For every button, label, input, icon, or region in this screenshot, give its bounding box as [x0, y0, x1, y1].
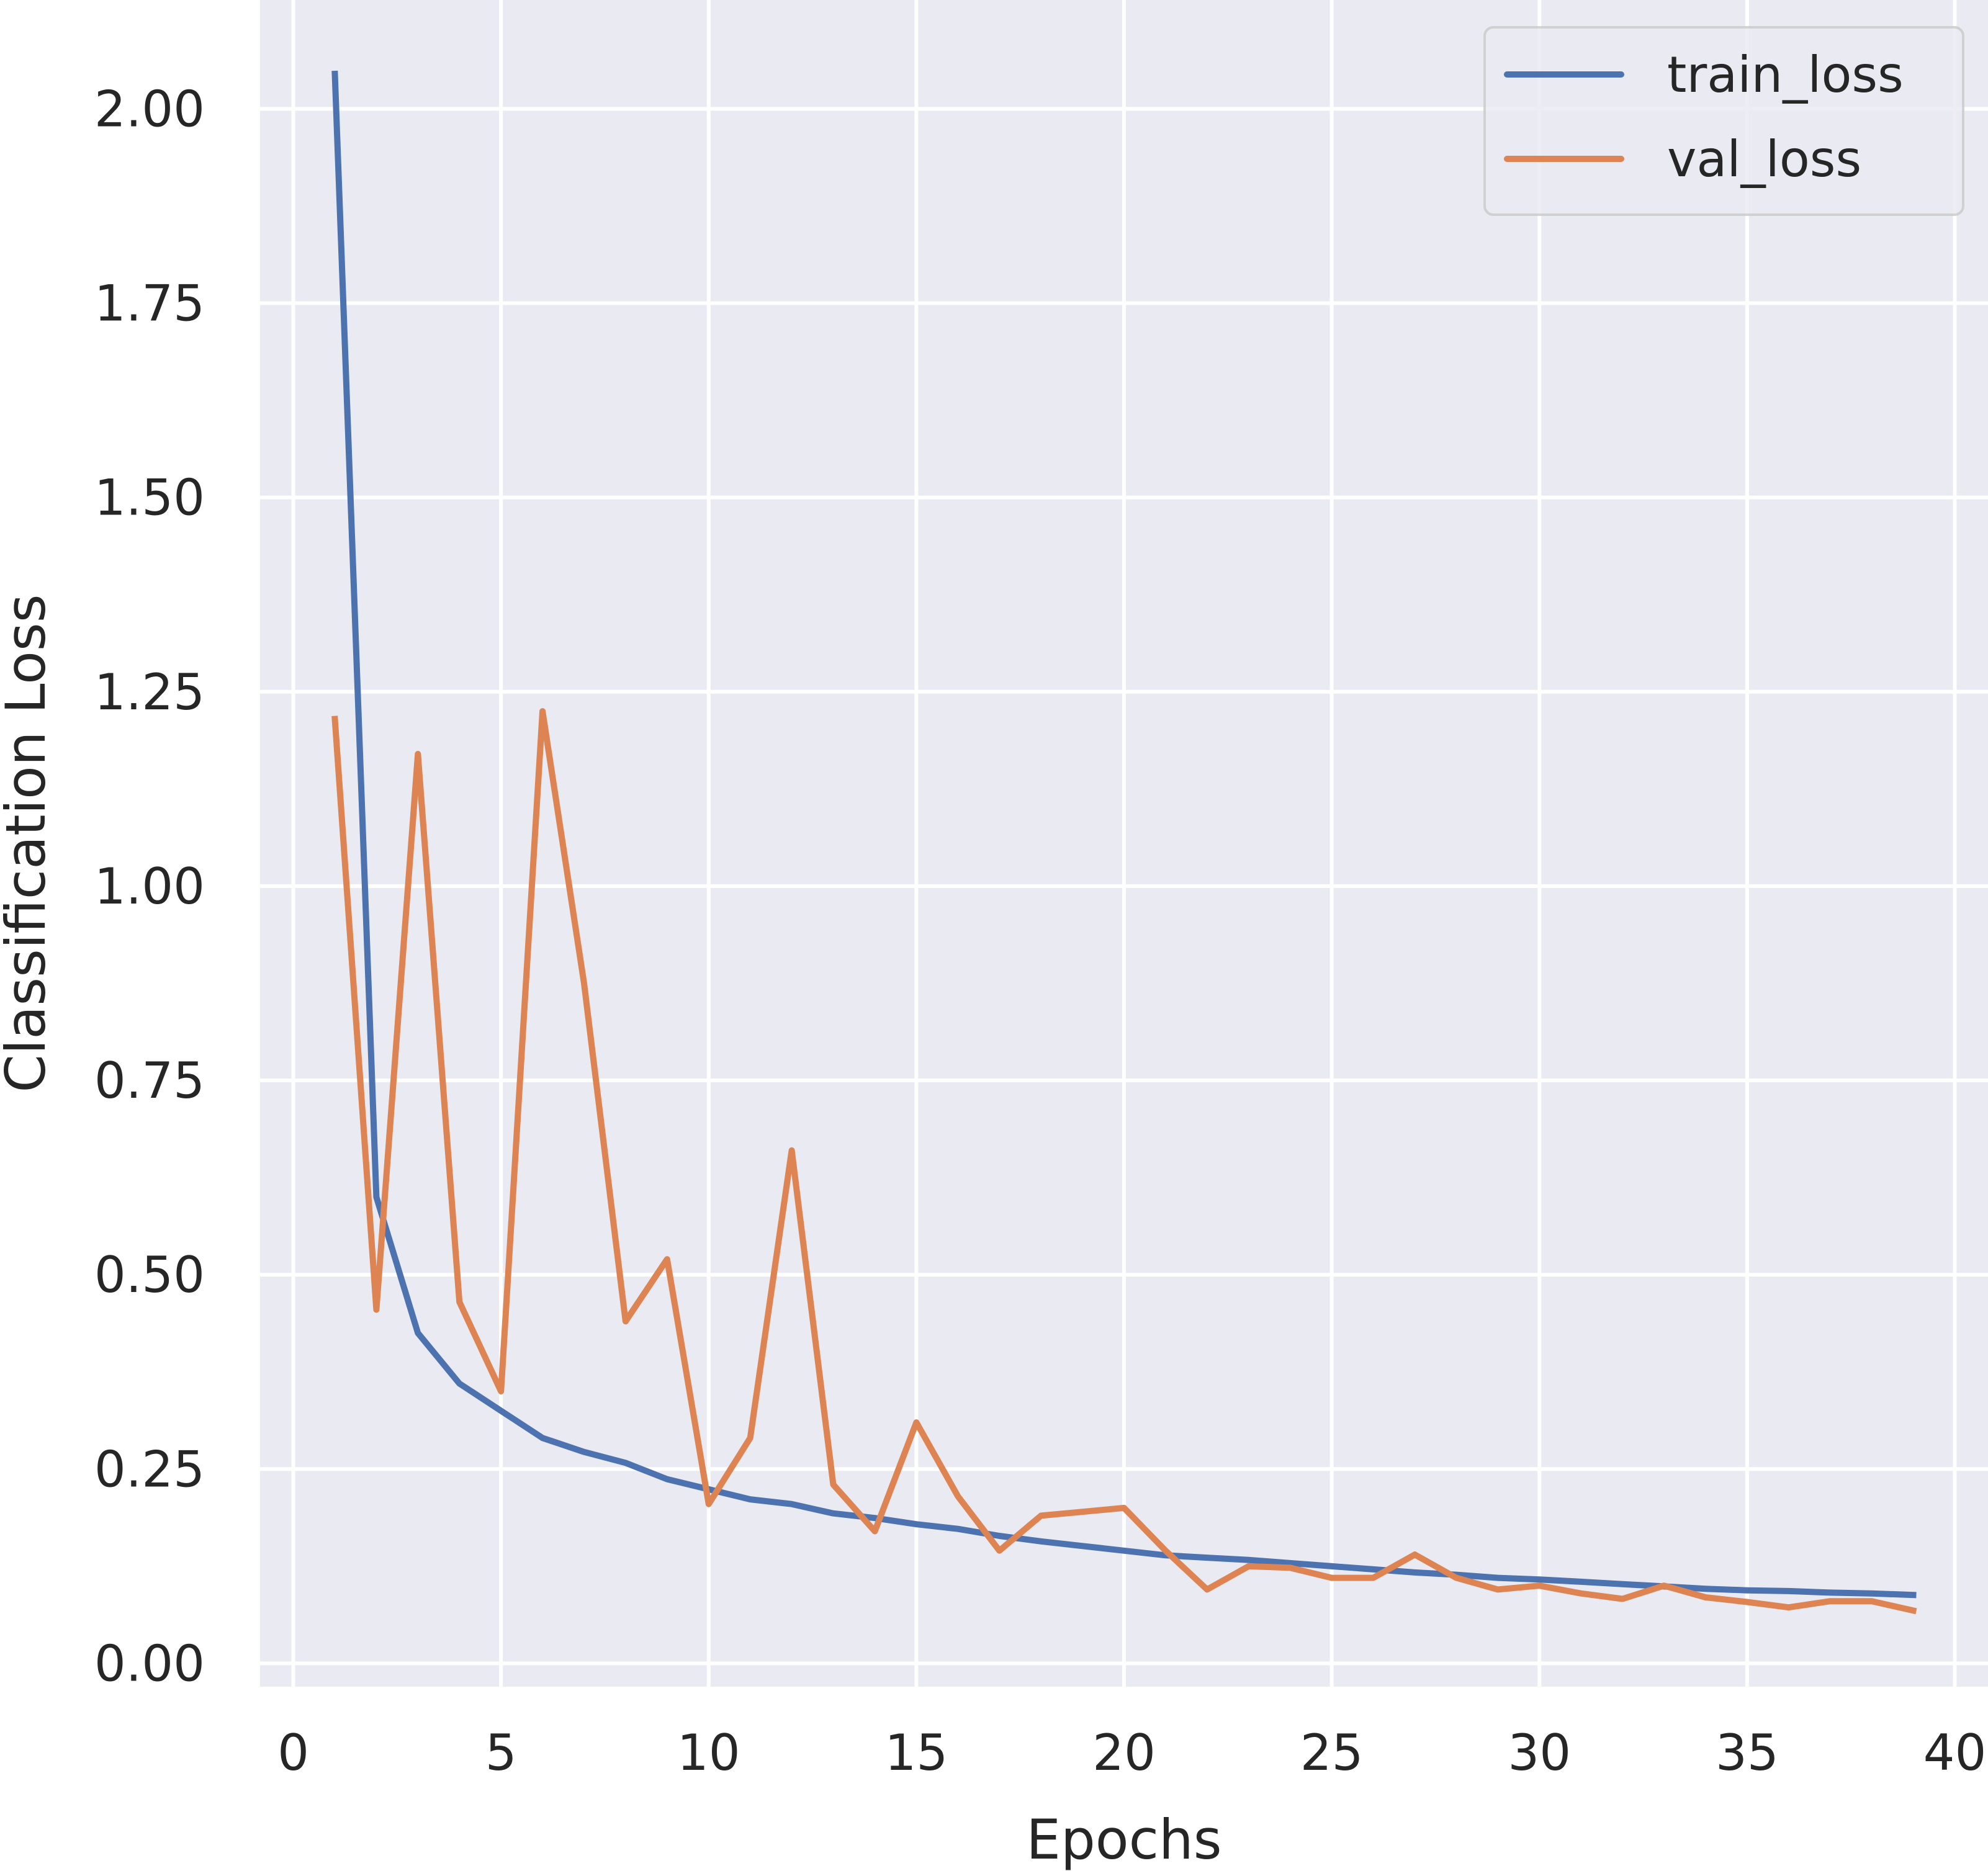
x-tick-label: 20 [1092, 1724, 1156, 1782]
series-line-train-loss [331, 70, 1917, 1599]
series-lines [331, 70, 1917, 1615]
y-tick-label: 1.75 [94, 274, 205, 332]
x-tick-label: 10 [677, 1724, 740, 1782]
x-tick-label: 35 [1716, 1724, 1779, 1782]
y-tick-label: 0.50 [94, 1246, 205, 1304]
x-tick-label: 5 [485, 1724, 517, 1782]
grid-lines [260, 0, 1988, 1687]
y-tick-label: 0.25 [94, 1440, 205, 1498]
x-tick-label: 0 [277, 1724, 309, 1782]
x-tick-labels: 0 5 10 15 20 25 30 35 40 [277, 1724, 1986, 1782]
series-line-val-loss [331, 708, 1917, 1615]
legend-label-val-loss: val_loss [1667, 130, 1861, 188]
y-tick-label: 0.00 [94, 1635, 205, 1692]
y-tick-label: 2.00 [94, 80, 205, 138]
x-tick-label: 40 [1923, 1724, 1987, 1782]
y-tick-label: 1.25 [94, 663, 205, 721]
y-tick-label: 0.75 [94, 1052, 205, 1110]
y-tick-label: 1.50 [94, 469, 205, 527]
x-axis-title: Epochs [1026, 1808, 1221, 1871]
y-tick-labels: 0.00 0.25 0.50 0.75 1.00 1.25 1.50 1.75 2.00 [94, 80, 205, 1692]
legend-label-train-loss: train_loss [1667, 46, 1904, 104]
x-tick-label: 15 [884, 1724, 948, 1782]
x-tick-label: 25 [1300, 1724, 1364, 1782]
legend: train_loss val_loss [1483, 26, 1964, 216]
y-tick-label: 1.00 [94, 858, 205, 915]
x-tick-label: 30 [1508, 1724, 1571, 1782]
y-axis-title: Classification Loss [0, 594, 58, 1092]
